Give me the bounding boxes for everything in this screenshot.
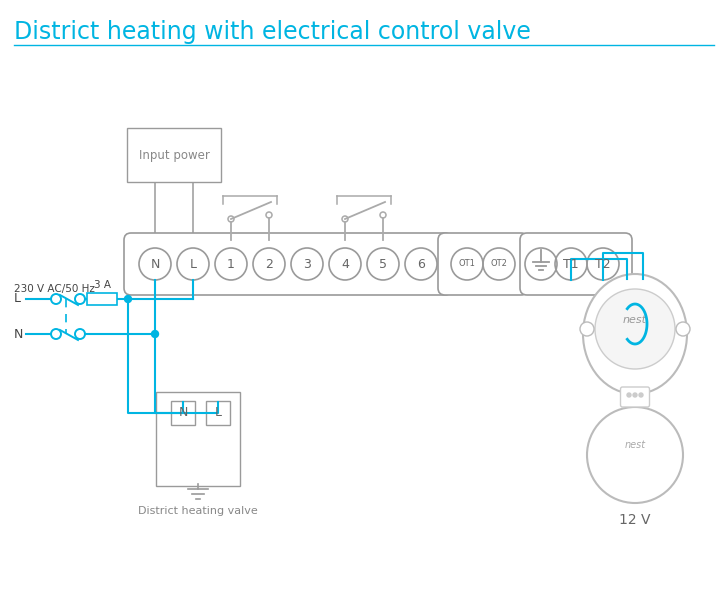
Circle shape [580, 322, 594, 336]
Text: 4: 4 [341, 258, 349, 270]
FancyBboxPatch shape [124, 233, 452, 295]
Text: Input power: Input power [138, 148, 210, 162]
FancyBboxPatch shape [206, 401, 230, 425]
Text: L: L [215, 406, 221, 419]
Text: nest: nest [623, 315, 647, 325]
FancyBboxPatch shape [520, 233, 632, 295]
Text: 12 V: 12 V [620, 513, 651, 527]
Circle shape [676, 322, 690, 336]
Text: District heating valve: District heating valve [138, 506, 258, 516]
Text: District heating with electrical control valve: District heating with electrical control… [14, 20, 531, 44]
Text: OT2: OT2 [491, 260, 507, 268]
Ellipse shape [583, 274, 687, 394]
FancyBboxPatch shape [438, 233, 528, 295]
FancyBboxPatch shape [127, 128, 221, 182]
Text: L: L [189, 258, 197, 270]
Text: 2: 2 [265, 258, 273, 270]
Circle shape [595, 289, 675, 369]
Circle shape [627, 393, 631, 397]
Text: T2: T2 [596, 258, 611, 270]
Circle shape [151, 330, 159, 337]
FancyBboxPatch shape [620, 387, 649, 407]
Text: N: N [150, 258, 159, 270]
Text: L: L [14, 292, 21, 305]
Text: 3: 3 [303, 258, 311, 270]
Circle shape [633, 393, 637, 397]
FancyBboxPatch shape [87, 293, 117, 305]
Text: OT1: OT1 [459, 260, 475, 268]
Text: 1: 1 [227, 258, 235, 270]
Text: N: N [178, 406, 188, 419]
Text: 5: 5 [379, 258, 387, 270]
Text: 6: 6 [417, 258, 425, 270]
Text: N: N [14, 327, 23, 340]
Circle shape [639, 393, 643, 397]
Text: nest: nest [625, 440, 646, 450]
Circle shape [124, 295, 132, 302]
Circle shape [587, 407, 683, 503]
Text: 3 A: 3 A [93, 280, 111, 290]
FancyBboxPatch shape [156, 392, 240, 486]
Text: T1: T1 [563, 258, 579, 270]
FancyBboxPatch shape [171, 401, 195, 425]
Text: 230 V AC/50 Hz: 230 V AC/50 Hz [14, 284, 95, 294]
